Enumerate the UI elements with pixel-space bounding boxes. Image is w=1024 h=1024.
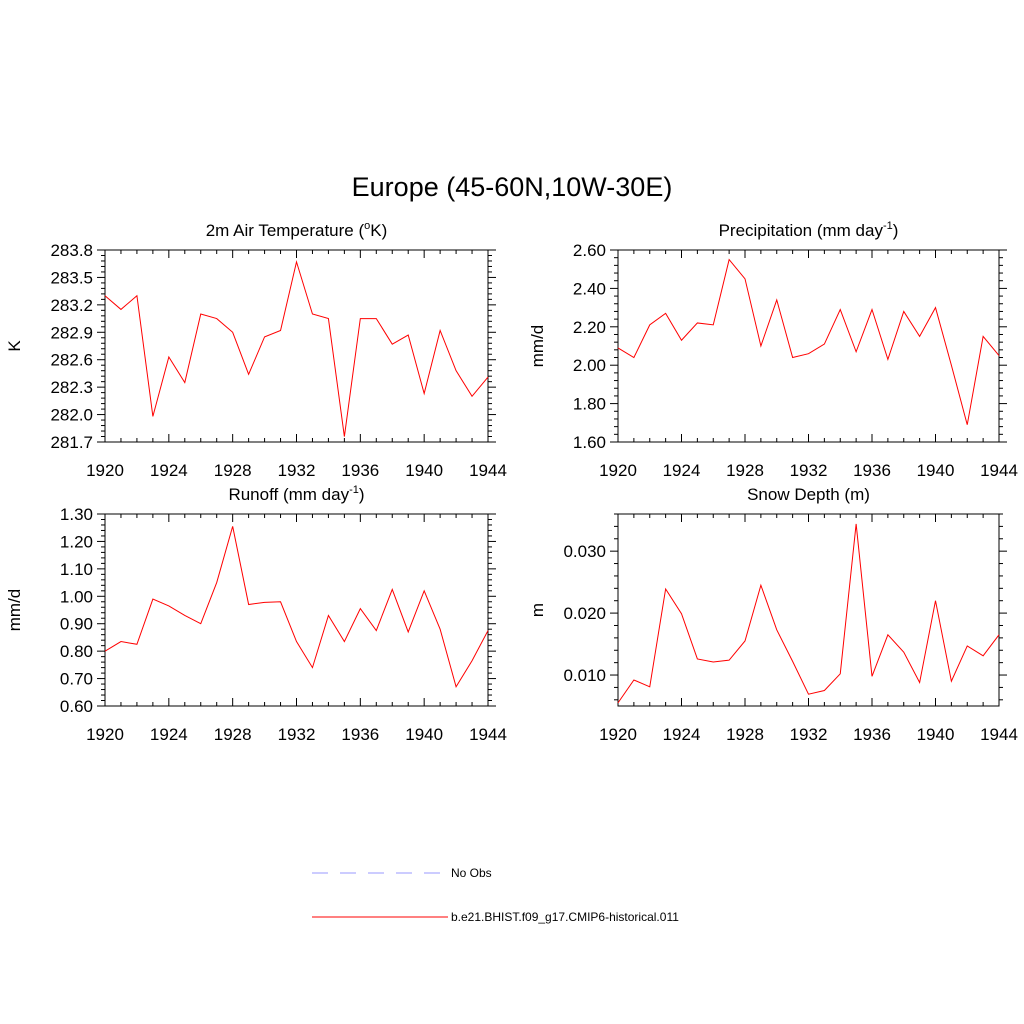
chart-0-ytick-label: 282.6	[50, 351, 93, 370]
chart-2-xtick-label: 1932	[278, 725, 316, 744]
chart-1-ytick-label: 2.00	[573, 356, 606, 375]
chart-1-xtick-label: 1936	[853, 461, 891, 480]
chart-3-xtick-label: 1944	[980, 725, 1018, 744]
chart-1-xtick-label: 1940	[917, 461, 955, 480]
chart-0-ytick-label: 282.3	[50, 378, 93, 397]
chart-3-series-line	[617, 523, 1000, 704]
chart-2-ytick-label: 1.20	[60, 532, 93, 551]
chart-2-title: Runoff (mm day-1)	[228, 484, 364, 504]
panel-precipitation: 1920 1924 1928 1932 1936 1940 1944 1.60 1.80 2.00…	[528, 220, 1018, 480]
chart-2-ytick-label: 1.00	[60, 587, 93, 606]
chart-3-ytick-label: 0.020	[563, 604, 606, 623]
chart-3-xtick-label: 1924	[663, 725, 701, 744]
chart-2-xtick-label: 1920	[86, 725, 124, 744]
chart-2-xtick-label: 1936	[341, 725, 379, 744]
chart-0-xtick-label: 1944	[469, 461, 507, 480]
chart-1-xtick-label: 1944	[980, 461, 1018, 480]
chart-0-ytick-label: 283.5	[50, 268, 93, 287]
chart-1-xtick-label: 1928	[726, 461, 764, 480]
chart-0-series-line	[104, 259, 489, 437]
chart-0-ytick-label: 282.0	[50, 406, 93, 425]
chart-0-ytick-label: 283.2	[50, 296, 93, 315]
figure-title: Europe (45-60N,10W-30E)	[352, 172, 673, 202]
chart-3-ytick-label: 0.030	[563, 542, 606, 561]
chart-0-ytick-label: 281.7	[50, 433, 93, 452]
chart-2-ylabel: mm/d	[5, 589, 24, 632]
chart-1-series-line	[617, 258, 1000, 425]
chart-1-xtick-label: 1932	[790, 461, 828, 480]
chart-0-xtick-label: 1936	[341, 461, 379, 480]
chart-3-xtick-label: 1920	[599, 725, 637, 744]
chart-1-ytick-label: 2.60	[573, 241, 606, 260]
chart-3-xtick-label: 1940	[917, 725, 955, 744]
chart-0-xtick-label: 1920	[86, 461, 124, 480]
chart-2-xtick-label: 1924	[150, 725, 188, 744]
chart-1-ylabel: mm/d	[528, 325, 547, 368]
chart-2-ytick-label: 0.90	[60, 615, 93, 634]
panel-snow-depth: 1920 1924 1928 1932 1936 1940 1944 0.010 0.020 0.…	[528, 485, 1018, 744]
chart-2-ytick-label: 0.70	[60, 670, 93, 689]
chart-2-ytick-label: 0.60	[60, 697, 93, 716]
chart-0-xtick-label: 1940	[405, 461, 443, 480]
panel-runoff: 1920 1924 1928 1932 1936 1940 1944 0.60 0.70 0.80…	[5, 484, 507, 744]
chart-1-ytick-label: 2.20	[573, 318, 606, 337]
chart-0-xtick-label: 1924	[150, 461, 188, 480]
chart-2-xtick-label: 1928	[214, 725, 252, 744]
chart-2-ytick-label: 1.30	[60, 505, 93, 524]
chart-1-ytick-label: 2.40	[573, 279, 606, 298]
chart-0-xtick-label: 1932	[278, 461, 316, 480]
panel-air-temperature: 1920 1924 1928 1932 1936 1940 1944 281.7 282.0 28…	[5, 220, 507, 480]
chart-3-ylabel: m	[528, 603, 547, 617]
legend: No Obs b.e21.BHIST.f09_g17.CMIP6-histori…	[312, 866, 679, 924]
chart-0-ytick-label: 283.8	[50, 241, 93, 260]
chart-3-xtick-label: 1928	[726, 725, 764, 744]
chart-1-title: Precipitation (mm day-1)	[719, 220, 899, 240]
chart-2-xtick-label: 1944	[469, 725, 507, 744]
legend-label-no-obs: No Obs	[451, 866, 492, 880]
chart-2-ytick-label: 0.80	[60, 642, 93, 661]
chart-1-ytick-label: 1.60	[573, 433, 606, 452]
chart-2-xtick-label: 1940	[405, 725, 443, 744]
chart-0-title: 2m Air Temperature (oK)	[206, 220, 388, 240]
chart-1-xtick-label: 1920	[599, 461, 637, 480]
chart-0-ytick-label: 282.9	[50, 323, 93, 342]
legend-label-model: b.e21.BHIST.f09_g17.CMIP6-historical.011	[451, 910, 679, 924]
chart-1-xtick-label: 1924	[663, 461, 701, 480]
chart-3-xtick-label: 1932	[790, 725, 828, 744]
chart-3-title: Snow Depth (m)	[747, 485, 870, 504]
chart-1-ytick-label: 1.80	[573, 395, 606, 414]
chart-3-xtick-label: 1936	[853, 725, 891, 744]
chart-2-ytick-label: 1.10	[60, 560, 93, 579]
chart-0-xtick-label: 1928	[214, 461, 252, 480]
chart-0-ylabel: K	[5, 340, 24, 352]
chart-2-series-line	[104, 526, 489, 689]
chart-3-ytick-label: 0.010	[563, 666, 606, 685]
